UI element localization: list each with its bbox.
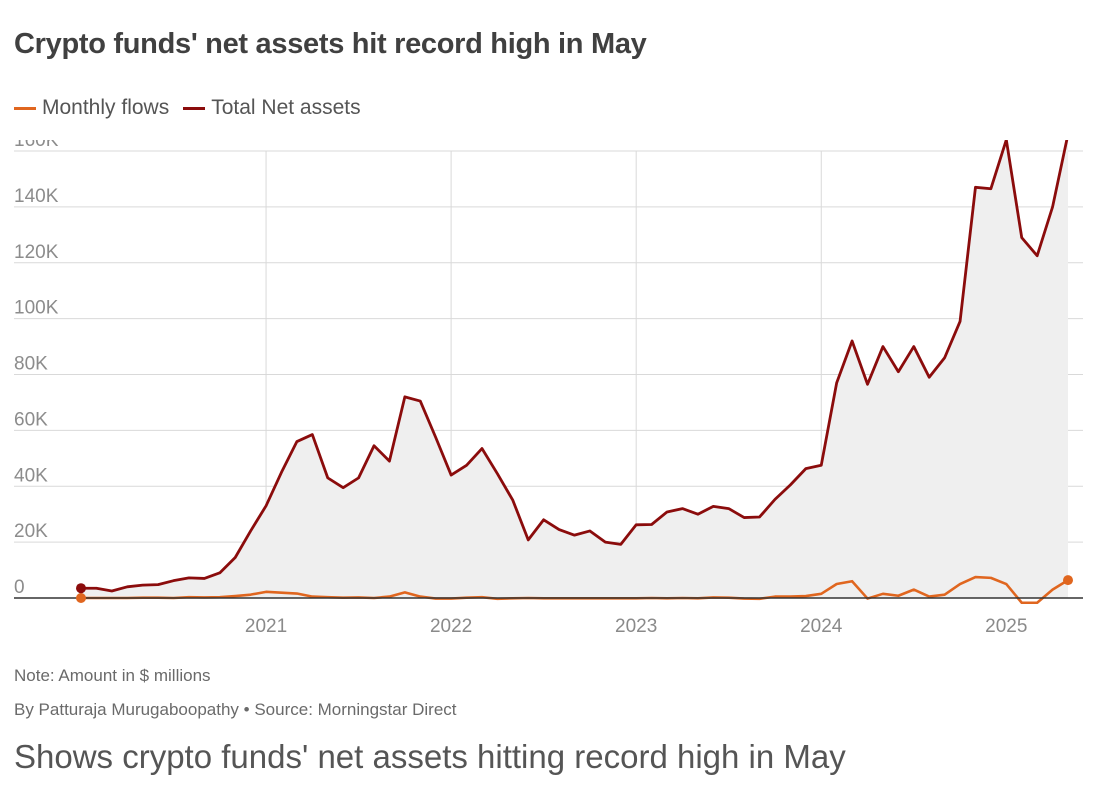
byline: By Patturaja Murugaboopathy: [14, 700, 239, 719]
x-tick-label: 2025: [985, 616, 1027, 637]
axes: 0 20K 40K 60K 80K 100K 120K 140K 160K 2021 2022 202…: [14, 140, 1083, 637]
endpoint-markers: [76, 575, 1073, 603]
x-tick-label: 2024: [800, 616, 843, 637]
legend-item-total-net-assets: Total Net assets: [183, 96, 361, 120]
start-point-total-net-assets: [76, 583, 86, 594]
y-tick-label: 80K: [14, 354, 48, 375]
total-net-assets-area: [81, 140, 1068, 598]
x-tick-label: 2022: [430, 616, 472, 637]
y-tick-label: 100K: [14, 298, 59, 319]
y-tick-label: 120K: [14, 242, 59, 263]
chart-legend: Monthly flows Total Net assets: [14, 96, 361, 120]
chart-title: Crypto funds' net assets hit record high…: [14, 28, 647, 60]
y-tick-label: 20K: [14, 521, 48, 542]
start-point-monthly-flows: [76, 593, 86, 603]
image-caption: Shows crypto funds' net assets hitting r…: [14, 738, 846, 775]
line-chart: 0 20K 40K 60K 80K 100K 120K 140K 160K 2021 2022 202…: [14, 140, 1083, 637]
end-point-monthly-flows: [1063, 575, 1073, 586]
y-tick-label: 40K: [14, 465, 48, 486]
legend-label-monthly-flows: Monthly flows: [42, 96, 170, 119]
chart-note: Note: Amount in $ millions: [14, 666, 211, 685]
byline-source: By Patturaja Murugaboopathy • Source: Mo…: [14, 700, 457, 720]
y-tick-label: 140K: [14, 186, 59, 207]
y-tick-label: 160K: [14, 140, 59, 151]
x-tick-label: 2021: [245, 616, 287, 637]
area-layer: [81, 140, 1068, 598]
y-tick-label: 60K: [14, 409, 48, 430]
legend-swatch-total-net-assets: [183, 106, 206, 110]
series-line-total-net-assets: [79, 140, 1069, 593]
legend-item-monthly-flows: Monthly flows: [14, 96, 169, 120]
source: • Source: Morningstar Direct: [243, 700, 457, 719]
x-tick-label: 2023: [615, 616, 657, 637]
legend-swatch-monthly-flows: [14, 106, 36, 110]
y-tick-label: 0: [14, 577, 25, 598]
legend-label-total-net-assets: Total Net assets: [211, 96, 361, 119]
